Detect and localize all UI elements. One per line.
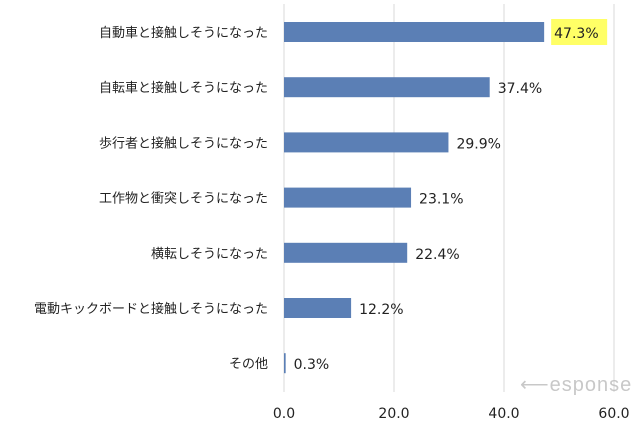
bar <box>284 132 449 153</box>
data-label: 12.2% <box>359 302 403 318</box>
bar <box>284 353 286 374</box>
data-label: 29.9% <box>456 136 500 152</box>
watermark-logo: ⟵esponse <box>520 374 633 396</box>
category-label: 歩行者と接触しそうになった <box>99 135 268 151</box>
category-label: その他 <box>229 357 268 372</box>
label-highlight <box>551 19 608 45</box>
bar <box>284 298 352 318</box>
data-label: 0.3% <box>294 357 330 373</box>
data-label: 23.1% <box>419 192 463 208</box>
x-tick-label: 40.0 <box>488 406 519 422</box>
data-label: 22.4% <box>415 247 459 263</box>
data-label: 37.4% <box>498 81 542 97</box>
bar <box>284 22 545 42</box>
category-label: 横転しそうになった <box>151 247 268 262</box>
category-label: 電動キックボードと接触しそうになった <box>34 301 268 317</box>
x-tick-label: 0.0 <box>273 406 295 422</box>
data-label: 47.3% <box>554 26 598 42</box>
bar <box>284 187 412 208</box>
bar <box>284 77 490 98</box>
x-tick-label: 20.0 <box>378 406 409 422</box>
category-label: 工作物と衝突しそうになった <box>99 191 268 207</box>
x-tick-label: 60.0 <box>598 406 629 422</box>
bar <box>284 242 408 263</box>
category-label: 自転車と接触しそうになった <box>99 80 268 96</box>
category-label: 自動車と接触しそうになった <box>99 25 268 41</box>
